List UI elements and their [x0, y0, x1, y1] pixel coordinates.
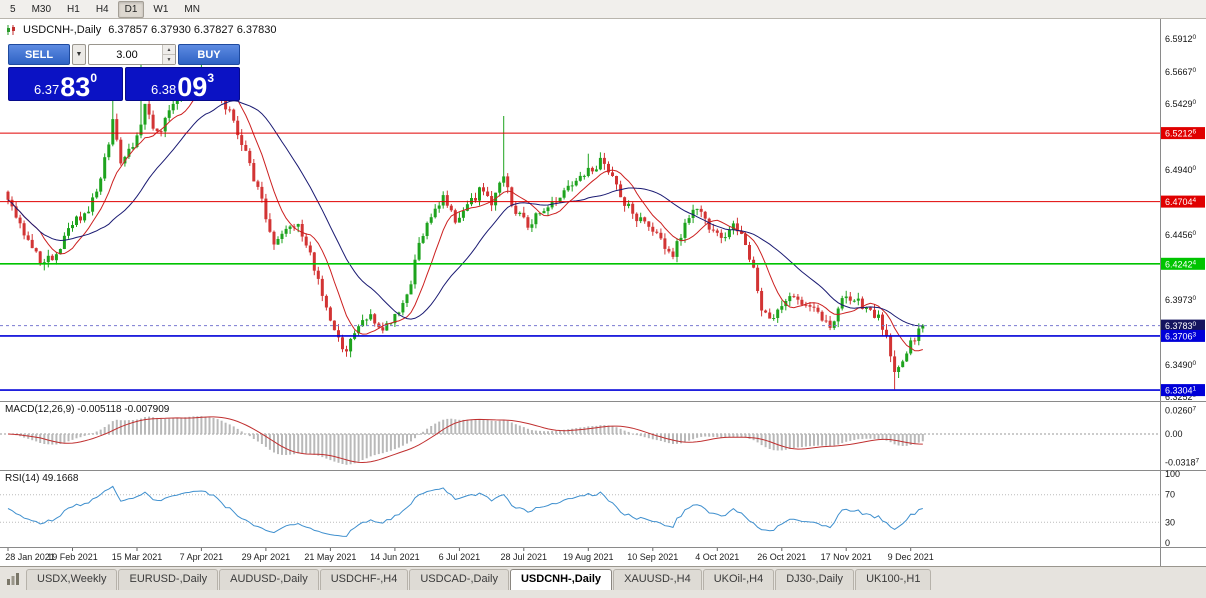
svg-text:26 Oct 2021: 26 Oct 2021	[757, 552, 806, 562]
price-badge	[1161, 257, 1205, 270]
sell-price-display[interactable]: 6.37 83 0	[8, 67, 123, 101]
sell-price-big: 83	[60, 72, 91, 103]
svg-text:70: 70	[1165, 490, 1175, 500]
svg-text:0.02607: 0.02607	[1165, 406, 1197, 416]
timeframe-button-w1[interactable]: W1	[153, 3, 169, 15]
chart-ohlc-values: 6.37857 6.37930 6.37827 6.37830	[108, 24, 277, 36]
svg-text:6.54290: 6.54290	[1165, 99, 1197, 109]
horizontal-level-lines[interactable]	[0, 132, 1160, 391]
svg-text:6 Jul 2021: 6 Jul 2021	[439, 552, 481, 562]
svg-text:17 Nov 2021: 17 Nov 2021	[821, 552, 872, 562]
svg-text:100: 100	[1165, 469, 1180, 479]
timeframe-button-h4[interactable]: H4	[95, 3, 109, 15]
svg-text:7 Apr 2021: 7 Apr 2021	[180, 552, 224, 562]
rsi-label: RSI(14) 49.1668	[5, 473, 79, 484]
svg-text:21 May 2021: 21 May 2021	[304, 552, 356, 562]
chart-header: USDCNH-,Daily 6.37857 6.37930 6.37827 6.…	[6, 24, 276, 36]
macd-label: MACD(12,26,9) -0.005118 -0.007909	[5, 404, 170, 415]
svg-text:30: 30	[1165, 517, 1175, 527]
chart-tab-usdcad-daily[interactable]: USDCAD-,Daily	[409, 569, 509, 590]
svg-text:6.47044: 6.47044	[1165, 197, 1197, 207]
macd-pane: 0.02607 0.00 -0.03187	[0, 401, 1206, 468]
svg-text:6.59120: 6.59120	[1165, 34, 1197, 44]
price-scale[interactable]: 6.59120 6.56670 6.54290 6.49400 6.44560 6.397…	[1160, 19, 1206, 566]
svg-text:6.56670: 6.56670	[1165, 67, 1197, 77]
volume-spinner: ▲ ▼	[162, 45, 175, 64]
candlestick-chart-icon	[6, 25, 16, 35]
svg-text:15 Mar 2021: 15 Mar 2021	[112, 552, 163, 562]
svg-text:6.34900: 6.34900	[1165, 360, 1197, 370]
svg-text:0.00: 0.00	[1165, 429, 1183, 439]
volume-input[interactable]	[89, 45, 175, 65]
buy-button[interactable]: BUY	[178, 44, 240, 65]
price-badge	[1161, 319, 1205, 332]
price-badge	[1161, 127, 1205, 140]
price-badge	[1161, 195, 1205, 208]
chart-tab-usdx-weekly[interactable]: USDX,Weekly	[26, 569, 118, 590]
volume-field: ▲ ▼	[88, 44, 176, 65]
chart-tab-eurusd-daily[interactable]: EURUSD-,Daily	[118, 569, 219, 590]
volume-decrease-button[interactable]: ▼	[163, 55, 175, 64]
price-badge	[1161, 384, 1205, 397]
buy-price-prefix: 6.38	[150, 82, 177, 97]
svg-text:4 Oct 2021: 4 Oct 2021	[695, 552, 739, 562]
buy-price-pipette: 3	[207, 71, 215, 85]
timeframe-button-mn[interactable]: MN	[184, 3, 200, 15]
price-badge	[1161, 329, 1205, 342]
timeframe-button-d1[interactable]: D1	[117, 0, 145, 18]
charts-icon	[6, 572, 20, 586]
one-click-trading-panel: SELL ▼ ▲ ▼ BUY 6.37 83 0 6.38 09	[8, 44, 240, 101]
sell-price-pipette: 0	[90, 71, 98, 85]
timeframe-toolbar: 5 M30 H1 H4 D1 W1 MN	[0, 0, 1206, 19]
svg-text:6.39730: 6.39730	[1165, 295, 1197, 305]
svg-text:6.44560: 6.44560	[1165, 230, 1197, 240]
svg-text:6.33041: 6.33041	[1165, 386, 1197, 396]
ma-fast-line	[7, 79, 923, 352]
svg-text:6.52126: 6.52126	[1165, 129, 1197, 139]
chart-tab-audusd-daily[interactable]: AUDUSD-,Daily	[219, 569, 319, 590]
chevron-down-icon: ▼	[75, 51, 83, 58]
svg-text:9 Dec 2021: 9 Dec 2021	[888, 552, 934, 562]
svg-text:6.37063: 6.37063	[1165, 331, 1197, 341]
timeframe-button-h1[interactable]: H1	[67, 3, 80, 15]
timeframe-button-5[interactable]: 5	[10, 3, 16, 15]
svg-text:19 Feb 2021: 19 Feb 2021	[47, 552, 98, 562]
svg-text:-0.03187: -0.03187	[1165, 458, 1200, 468]
rsi-pane: 100 70 30 0	[0, 469, 1206, 548]
chart-canvas[interactable]: 6.59120 6.56670 6.54290 6.49400 6.44560 6.397…	[0, 0, 1206, 566]
candles-layer	[6, 56, 925, 390]
svg-text:29 Apr 2021: 29 Apr 2021	[242, 552, 291, 562]
chart-tab-dj30-daily[interactable]: DJ30-,Daily	[775, 569, 855, 590]
volume-increase-button[interactable]: ▲	[163, 45, 175, 55]
buy-price-big: 09	[177, 72, 208, 103]
svg-text:6.42424: 6.42424	[1165, 259, 1197, 269]
chart-tab-xauusd-h4[interactable]: XAUUSD-,H4	[613, 569, 702, 590]
svg-text:6.37830: 6.37830	[1165, 321, 1197, 331]
svg-text:6.49400: 6.49400	[1165, 165, 1197, 175]
chart-tabs-bar: USDX,Weekly EURUSD-,Daily AUDUSD-,Daily USD…	[0, 566, 1206, 598]
sell-price-prefix: 6.37	[33, 82, 60, 97]
ma-slow-line	[7, 100, 923, 327]
svg-text:14 Jun 2021: 14 Jun 2021	[370, 552, 420, 562]
svg-text:19 Aug 2021: 19 Aug 2021	[563, 552, 614, 562]
svg-text:28 Jan 2021: 28 Jan 2021	[5, 552, 55, 562]
svg-text:28 Jul 2021: 28 Jul 2021	[501, 552, 548, 562]
chart-tab-ukoil-h4[interactable]: UKOil-,H4	[702, 569, 775, 590]
sell-button[interactable]: SELL	[8, 44, 70, 65]
svg-text:10 Sep 2021: 10 Sep 2021	[627, 552, 678, 562]
chart-symbol-period: USDCNH-,Daily	[23, 24, 102, 36]
svg-text:0: 0	[1165, 538, 1170, 548]
chart-tab-usdchf-h4[interactable]: USDCHF-,H4	[319, 569, 409, 590]
chart-tab-usdcnh-daily[interactable]: USDCNH-,Daily	[509, 569, 613, 590]
chart-tab-uk100-h1[interactable]: UK100-,H1	[855, 569, 932, 590]
buy-price-display[interactable]: 6.38 09 3	[125, 67, 240, 101]
timeframe-button-m30[interactable]: M30	[31, 3, 52, 15]
order-type-dropdown[interactable]: ▼	[72, 44, 86, 65]
